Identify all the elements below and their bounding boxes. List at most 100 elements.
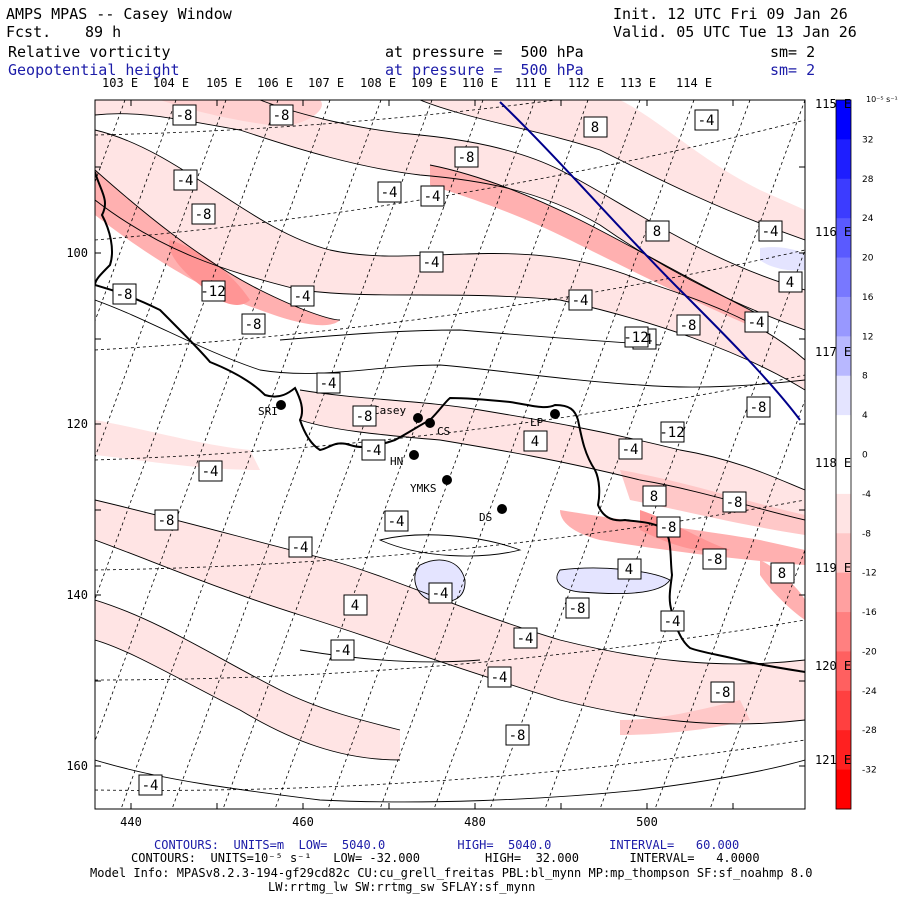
contour-label: -4 <box>618 438 643 460</box>
contour-label: 8 <box>645 220 670 242</box>
right-lon-label: 115 E <box>815 97 851 111</box>
contour-label-text: -8 <box>195 207 212 223</box>
colorbar-swatch <box>836 100 851 140</box>
contour-label-text: -4 <box>748 315 765 331</box>
contour-label: -8 <box>656 516 681 538</box>
contour-label-text: -8 <box>706 552 723 568</box>
contour-label: -8 <box>269 104 294 126</box>
station-label-ds: DS <box>479 511 492 524</box>
contour-label: -4 <box>758 220 783 242</box>
x-axis-label: 440 <box>120 815 142 829</box>
contour-label-text: -4 <box>572 293 589 309</box>
contour-label: -8 <box>565 597 590 619</box>
colorbar-tick-label: 32 <box>862 135 873 145</box>
contour-label-text: -4 <box>698 113 715 129</box>
contour-label-text: -8 <box>356 409 373 425</box>
colorbar-swatch <box>836 572 851 613</box>
contour-label: -4 <box>744 311 769 333</box>
contour-label-text: -4 <box>334 643 351 659</box>
contour-label-text: -4 <box>292 540 309 556</box>
init-time: Init. 12 UTC Fri 09 Jan 26 <box>613 5 848 23</box>
contour-label-text: -8 <box>158 513 175 529</box>
contour-label: -8 <box>112 283 137 305</box>
contour-label-text: -4 <box>202 464 219 480</box>
axis-labels: 440 460 480 500 100 120 140 160 <box>66 246 658 829</box>
top-lon-label: 111 E <box>515 76 552 90</box>
contour-label-text: 8 <box>650 489 658 505</box>
contour-label: 8 <box>642 485 667 507</box>
contour-label-text: 4 <box>786 275 794 291</box>
footer-model-info-2: LW:rrtmg_lw SW:rrtmg_sw SFLAY:sf_mynn <box>268 880 536 894</box>
contour-label-text: -8 <box>273 108 290 124</box>
contour-label: -4 <box>428 582 453 604</box>
colorbar-tick-label: 16 <box>862 293 874 303</box>
contour-label: -8 <box>676 314 701 336</box>
station-dot-sri <box>276 400 286 410</box>
contour-label: -8 <box>172 104 197 126</box>
colorbar-tick-label: -12 <box>862 569 877 579</box>
contour-label: 4 <box>523 430 548 452</box>
colorbar-swatch <box>836 730 851 771</box>
colorbar-swatch <box>836 690 851 731</box>
parallel-line <box>95 100 559 136</box>
contour-label-text: 8 <box>778 566 786 582</box>
top-lon-label: 103 E <box>102 76 139 90</box>
contour-label: 4 <box>617 558 642 580</box>
contour-label-text: -4 <box>423 255 440 271</box>
colorbar-swatch <box>836 415 851 455</box>
field1-name: Relative vorticity <box>8 43 171 61</box>
contour-label: -8 <box>352 405 377 427</box>
contour-label: -8 <box>722 491 747 513</box>
colorbar-swatch <box>836 336 851 377</box>
contour-labels: -8 -8 -4 -8 -4 -4 -8 8 -4 -4 -8 -12 -4 -8 -4 -4 -8 8 -4 4 -8… <box>112 104 803 796</box>
contour-label: -4 <box>330 639 355 661</box>
colorbar-tick-label: -20 <box>862 647 877 657</box>
station-dot-lp <box>550 409 560 419</box>
contour-label-text: 8 <box>653 224 661 240</box>
colorbar-tick-label: 4 <box>862 411 868 421</box>
station-label-ymks: YMKS <box>410 482 437 495</box>
contour-label-text: -4 <box>381 185 398 201</box>
contour-label: -8 <box>454 146 479 168</box>
contour-label: -4 <box>361 439 386 461</box>
forecast-label: Fcst. <box>6 23 52 41</box>
right-lon-label: 120 E <box>815 659 851 673</box>
contour-label: -12 <box>623 326 649 348</box>
contour-label: -4 <box>419 251 444 273</box>
contour-label: -4 <box>568 289 593 311</box>
colorbar-swatch <box>836 651 851 692</box>
colorbar-swatch <box>836 533 851 574</box>
station-markers <box>276 400 560 514</box>
geopotential-height-contour <box>499 101 801 421</box>
colorbar-swatch <box>836 178 851 219</box>
contour-label-text: -8 <box>245 317 262 333</box>
colorbar-tick-label: 8 <box>862 372 868 382</box>
contour-label: -4 <box>487 666 512 688</box>
station-label-hn: HN <box>390 455 403 468</box>
contour-label-text: -4 <box>432 586 449 602</box>
contour-label: -12 <box>200 280 226 302</box>
y-axis-label: 120 <box>66 417 88 431</box>
contour-label: -4 <box>660 610 685 632</box>
contour-label: -4 <box>316 372 341 394</box>
colorbar-tick-label: -32 <box>862 766 877 776</box>
contour-label-text: -4 <box>365 443 382 459</box>
plot-frame <box>94 99 806 810</box>
colorbar-swatch <box>836 375 851 416</box>
station-dot-hn <box>409 450 419 460</box>
parallel-line <box>95 374 805 461</box>
valid-time: Valid. 05 UTC Tue 13 Jan 26 <box>613 23 857 41</box>
forecast-hour: 89 h <box>85 23 122 41</box>
contour-label: -4 <box>290 285 315 307</box>
station-dot-ds <box>497 504 507 514</box>
right-lon-label: 118 E <box>815 456 851 470</box>
colorbar-tick-label: 24 <box>862 214 874 224</box>
top-lon-label: 108 E <box>360 76 397 90</box>
contour-label-text: -12 <box>623 330 648 346</box>
top-lon-label: 105 E <box>206 76 243 90</box>
parallel-line <box>95 249 805 351</box>
contour-label: -4 <box>288 536 313 558</box>
station-label-sri: SRI <box>258 405 278 418</box>
contour-label: -8 <box>746 396 771 418</box>
contour-label-text: -8 <box>714 685 731 701</box>
